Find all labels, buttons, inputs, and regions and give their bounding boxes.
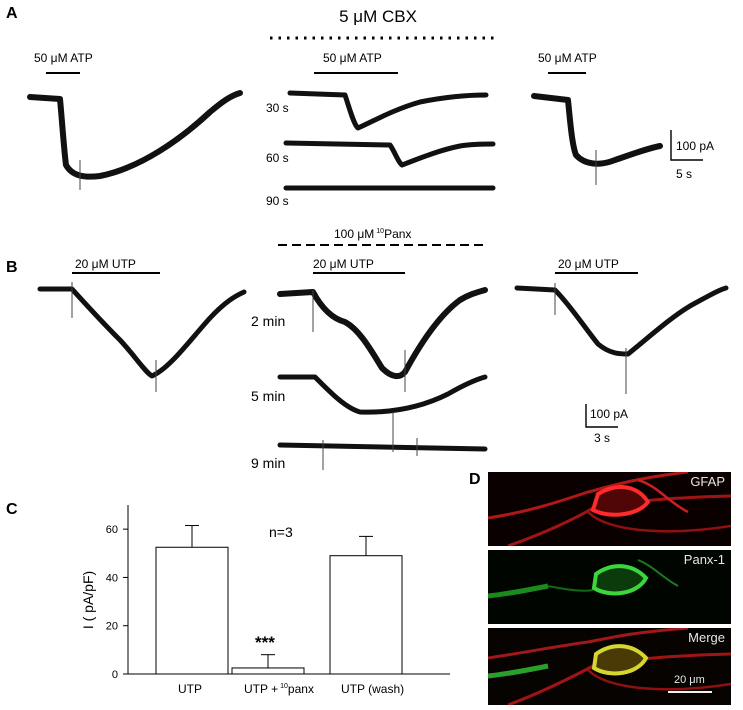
panel-b-trace-wash (514, 285, 729, 357)
bar-chart: 0 20 40 60 (106, 505, 450, 681)
panel-a-time-30s: 30 s (266, 101, 289, 115)
micrograph-panx1: Panx-1 (488, 550, 731, 624)
micro-scale-bar (668, 691, 712, 693)
panel-a-stim-right-label: 50 μM ATP (538, 51, 597, 65)
panel-a-trace-30s (287, 90, 489, 131)
panel-b-time-5min: 5 min (251, 388, 285, 404)
panel-a-time-90s: 90 s (266, 194, 289, 208)
panel-a-trace-wash (531, 93, 663, 167)
panel-b-trace-5min (277, 374, 488, 415)
panel-a-stim-left-label: 50 μM ATP (34, 51, 93, 65)
gfap-image (488, 472, 731, 546)
chart-xtick-utp-wash: UTP (wash) (341, 682, 404, 696)
gfap-label: GFAP (690, 474, 725, 489)
micrograph-merge: Merge 20 μm (488, 628, 731, 705)
panel-a-trace-control (27, 90, 243, 180)
chart-significance: *** (255, 633, 275, 652)
micrograph-gfap: GFAP (488, 472, 731, 546)
panel-a-scale-bar (670, 130, 703, 161)
chart-n-label: n=3 (269, 524, 293, 540)
chart-ytick-label: 40 (106, 572, 118, 584)
panel-b-stim-right-label: 20 μM UTP (558, 257, 619, 271)
panel-b-stim-left-label: 20 μM UTP (75, 257, 136, 271)
panel-a-treatment-label: 5 μM CBX (339, 7, 417, 26)
panel-a-stim-mid-label: 50 μM ATP (323, 51, 382, 65)
panel-a-letter: A (6, 5, 18, 22)
chart-ytick-label: 60 (106, 524, 118, 536)
panel-b-scale-bar (585, 404, 618, 428)
panel-d-letter: D (469, 471, 481, 488)
panx1-image (488, 550, 731, 624)
panel-b-letter: B (6, 259, 18, 276)
panel-b-trace-9min (277, 442, 488, 452)
chart-bar (231, 667, 305, 675)
panel-a-trace-60s (283, 140, 496, 168)
chart-xtick-utp-panx: UTP +10panx (244, 682, 314, 696)
panel-c-letter: C (6, 501, 18, 518)
chart-ytick-label: 0 (112, 669, 118, 681)
panel-a-time-60s: 60 s (266, 151, 289, 165)
panel-b-trace-2min (277, 287, 488, 380)
chart-bar (329, 555, 403, 675)
panel-b-scale-current: 100 pA (590, 407, 628, 421)
chart-bar (155, 546, 229, 675)
panel-b-time-9min: 9 min (251, 455, 285, 471)
chart-ylabel: I ( pA/pF) (80, 571, 96, 629)
merge-label: Merge (688, 630, 725, 645)
panel-b-stim-mid-label: 20 μM UTP (313, 257, 374, 271)
panel-b-time-2min: 2 min (251, 313, 285, 329)
chart-ytick-label: 20 (106, 621, 118, 633)
panel-b-treatment-label: 100 μM 10Panx (334, 227, 411, 241)
panel-a-scale-current: 100 pA (676, 139, 714, 153)
micro-scale-label: 20 μm (674, 674, 705, 686)
chart-xtick-utp: UTP (178, 682, 202, 696)
panel-a-scale-time: 5 s (676, 167, 692, 181)
panx1-label: Panx-1 (683, 552, 725, 567)
panel-b-trace-control (37, 286, 247, 379)
panel-b-scale-time: 3 s (594, 431, 610, 445)
